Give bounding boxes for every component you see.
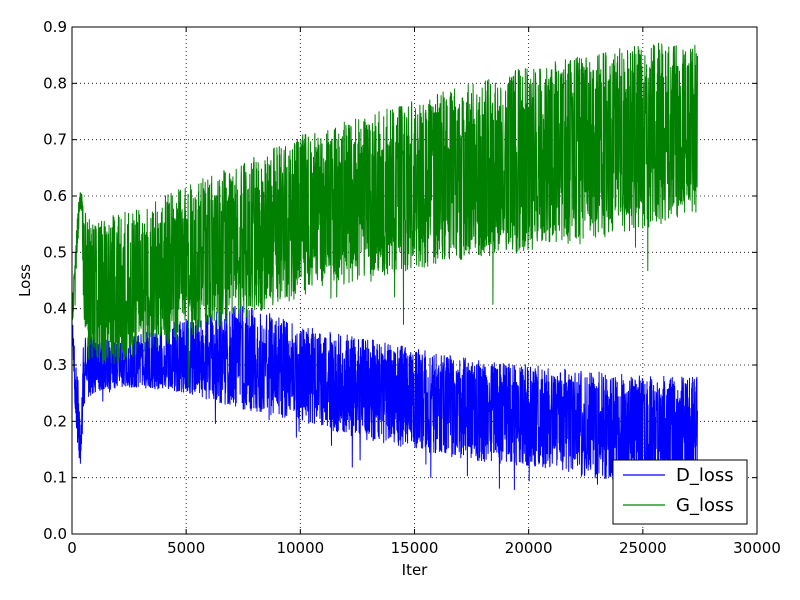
- y-axis-label: Loss: [16, 264, 34, 297]
- series-line-d-loss: [71, 303, 698, 513]
- y-tick-label: 0.6: [43, 187, 67, 205]
- y-tick-label: 0.2: [43, 412, 67, 430]
- legend-label-g-loss: G_loss: [676, 495, 734, 516]
- x-tick-label: 5000: [167, 539, 205, 557]
- ticks: 0 5000 10000 15000 20000 25000 30000 0.0 0.1 0.2 0…: [43, 18, 781, 557]
- y-tick-label: 0.8: [43, 74, 67, 92]
- y-tick-label: 0.9: [43, 18, 67, 36]
- x-tick-label: 25000: [619, 539, 667, 557]
- series-layer: [71, 42, 698, 513]
- y-tick-label: 0.3: [43, 356, 67, 374]
- x-tick-label: 15000: [391, 539, 439, 557]
- x-tick-label: 10000: [276, 539, 324, 557]
- x-tick-label: 0: [67, 539, 77, 557]
- y-tick-label: 0.1: [43, 469, 67, 487]
- legend-label-d-loss: D_loss: [676, 465, 734, 486]
- x-tick-label: 30000: [733, 539, 781, 557]
- legend: D_loss G_loss: [612, 459, 748, 525]
- y-tick-label: 0.7: [43, 131, 67, 149]
- series-line-g-loss: [71, 42, 698, 387]
- y-tick-label: 0.0: [43, 525, 67, 543]
- y-tick-label: 0.4: [43, 300, 67, 318]
- x-tick-label: 20000: [505, 539, 553, 557]
- x-axis-label: Iter: [402, 561, 429, 579]
- y-tick-label: 0.5: [43, 243, 67, 261]
- legend-box: [612, 459, 748, 525]
